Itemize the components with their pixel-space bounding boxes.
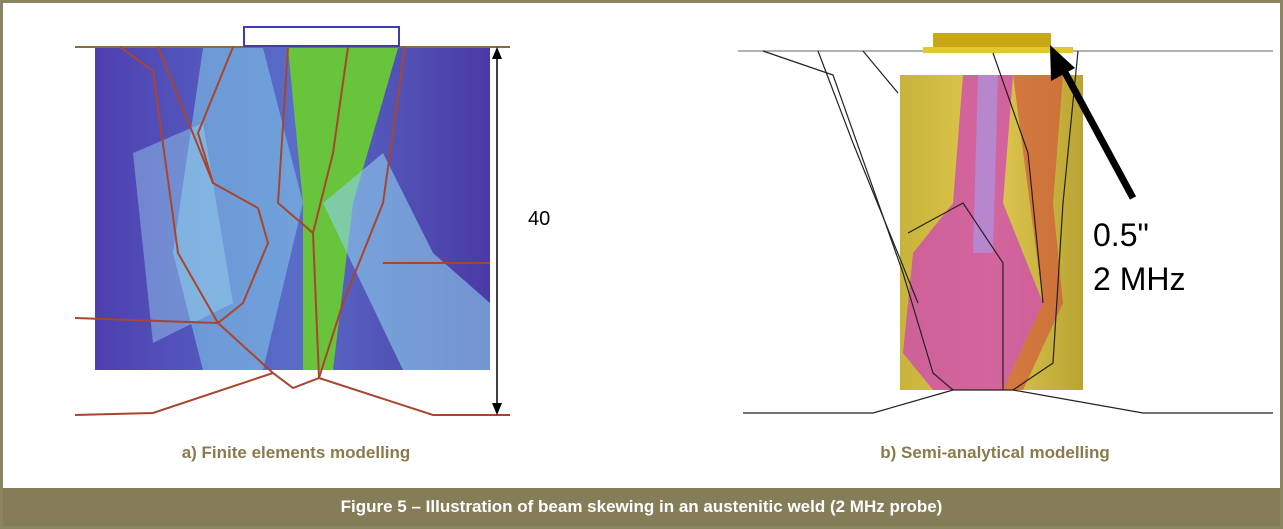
probe-frequency: 2 MHz (1093, 261, 1185, 297)
semi-analytical-image: 0.5" 2 MHz (738, 33, 1273, 413)
panel-label: a) Finite elements modelling (46, 443, 546, 463)
page: 40 0.5" 2 MHz a) Finite elements modelli… (0, 0, 1283, 529)
figure-images: 40 0.5" 2 MHz (3, 3, 1280, 488)
dimension-label: 40 (528, 208, 550, 230)
panel-label: b) Semi-analytical modelling (745, 443, 1245, 463)
figure: 40 0.5" 2 MHz a) Finite elements modelli… (0, 0, 1283, 529)
probe-size: 0.5" (1093, 217, 1149, 253)
figure-caption: Figure 5 – Illustration of beam skewing … (3, 488, 1280, 526)
fe-model-image: 40 (75, 27, 550, 415)
